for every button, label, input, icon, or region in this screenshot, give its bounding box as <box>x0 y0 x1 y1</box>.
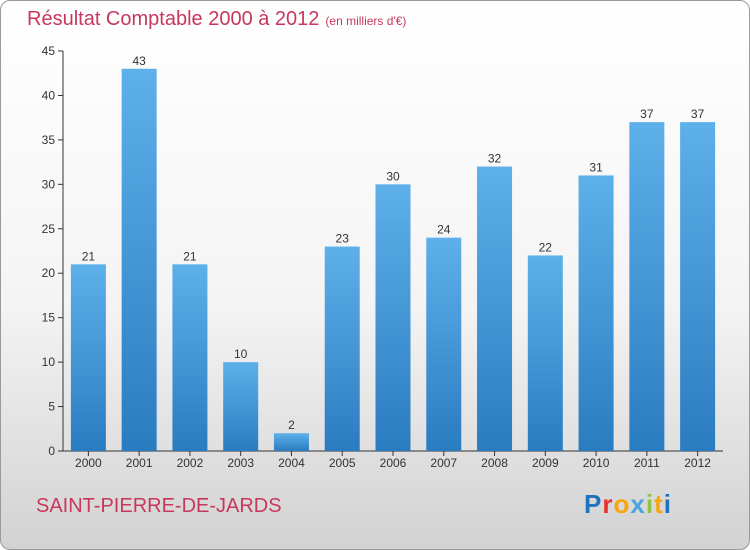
bar <box>629 122 665 451</box>
logo-letter: P <box>584 489 603 519</box>
data-label: 30 <box>386 169 400 183</box>
data-label: 24 <box>437 223 451 237</box>
y-tick-label: 45 <box>42 44 56 58</box>
x-tick-label: 2004 <box>278 456 305 470</box>
y-tick-label: 35 <box>42 133 56 147</box>
data-label: 23 <box>336 232 350 246</box>
x-tick-label: 2009 <box>532 456 559 470</box>
proxiti-logo: Proxiti <box>584 489 672 520</box>
data-label: 21 <box>82 249 96 263</box>
chart-unit: (en milliers d'€) <box>325 14 407 28</box>
y-tick-label: 25 <box>42 222 56 236</box>
bar <box>375 184 411 452</box>
bar <box>70 264 106 451</box>
x-tick-label: 2010 <box>583 456 610 470</box>
y-tick-label: 15 <box>42 311 56 325</box>
y-tick-label: 10 <box>42 355 56 369</box>
data-label: 21 <box>183 249 197 263</box>
bar <box>680 122 716 451</box>
chart-title-text: Résultat Comptable 2000 à 2012 <box>27 8 320 30</box>
x-tick-label: 2005 <box>329 456 356 470</box>
data-label: 10 <box>234 347 248 361</box>
logo-letter: o <box>613 489 631 519</box>
data-label: 32 <box>488 152 502 166</box>
x-tick-label: 2002 <box>177 456 204 470</box>
bar <box>172 264 208 451</box>
bar <box>223 362 259 451</box>
bar <box>477 166 513 452</box>
bar <box>426 237 462 451</box>
x-tick-label: 2001 <box>126 456 153 470</box>
x-tick-label: 2000 <box>75 456 102 470</box>
commune-name: SAINT-PIERRE-DE-JARDS <box>36 495 282 517</box>
y-tick-label: 5 <box>48 400 55 414</box>
x-tick-label: 2007 <box>430 456 457 470</box>
bar <box>578 175 614 451</box>
bar <box>324 246 360 451</box>
x-tick-label: 2003 <box>227 456 254 470</box>
data-label: 37 <box>691 107 705 121</box>
data-label: 37 <box>640 107 654 121</box>
y-tick-label: 20 <box>42 266 56 280</box>
bar <box>527 255 563 451</box>
logo-letter: i <box>663 489 672 519</box>
data-label: 2 <box>288 418 295 432</box>
x-tick-label: 2008 <box>481 456 508 470</box>
data-label: 22 <box>539 240 553 254</box>
logo-letter: x <box>630 489 646 519</box>
data-label: 43 <box>132 54 146 68</box>
bar <box>273 433 309 451</box>
logo-letter: r <box>602 489 614 519</box>
y-tick-label: 30 <box>42 177 56 191</box>
y-tick-label: 0 <box>48 444 55 458</box>
data-label: 31 <box>589 160 603 174</box>
x-tick-label: 2011 <box>634 456 660 470</box>
x-tick-label: 2006 <box>380 456 407 470</box>
x-tick-label: 2012 <box>684 456 711 470</box>
chart-title: Résultat Comptable 2000 à 2012 (en millie… <box>27 8 406 31</box>
logo-letter: t <box>654 489 664 519</box>
logo-letter: i <box>645 489 655 519</box>
y-tick-label: 40 <box>42 88 56 102</box>
bar <box>121 68 157 452</box>
